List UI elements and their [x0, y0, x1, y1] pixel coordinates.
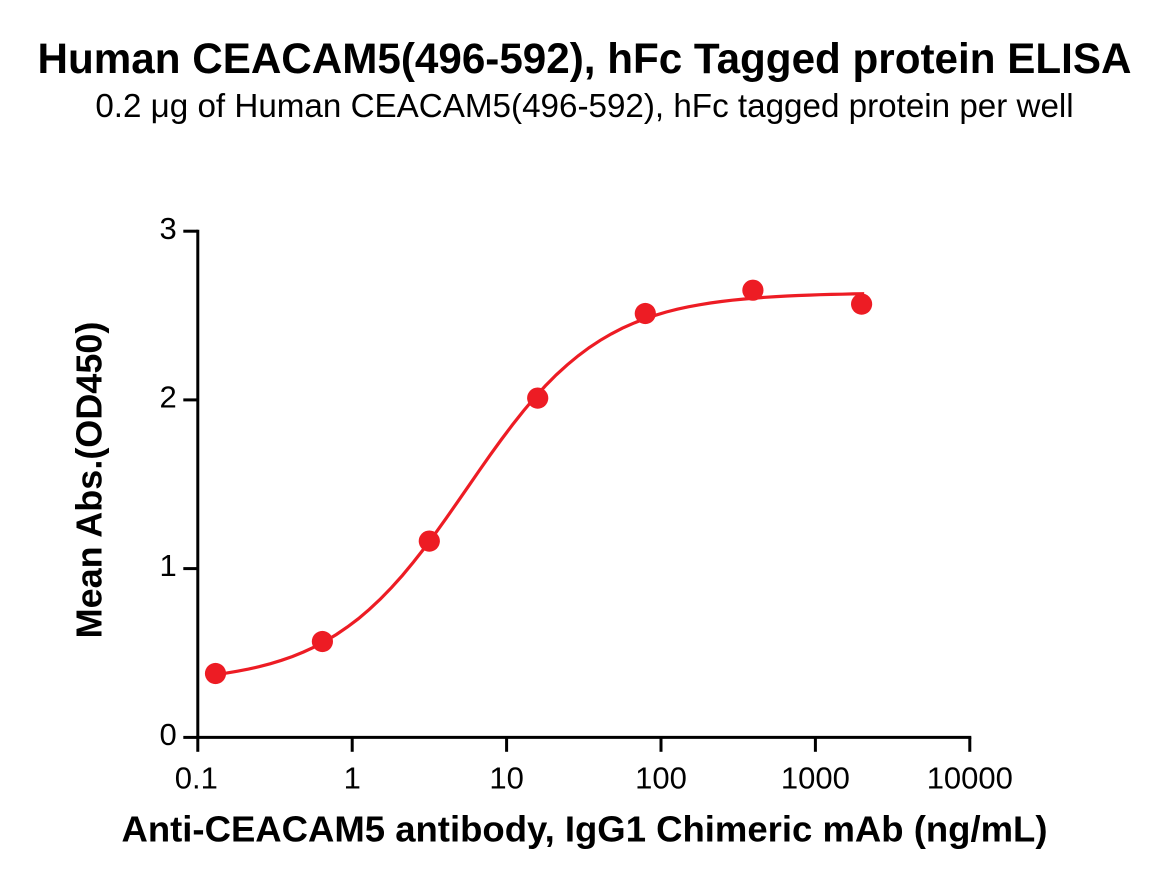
- svg-text:2: 2: [160, 380, 177, 415]
- svg-text:10: 10: [489, 761, 523, 796]
- svg-text:0.1: 0.1: [175, 761, 218, 796]
- svg-text:Human CEACAM5(496-592), hFc Ta: Human CEACAM5(496-592), hFc Tagged prote…: [38, 35, 1132, 82]
- svg-text:0.2 μg of Human CEACAM5(496-59: 0.2 μg of Human CEACAM5(496-592), hFc ta…: [95, 88, 1073, 125]
- svg-text:Anti-CEACAM5 antibody, IgG1 Ch: Anti-CEACAM5 antibody, IgG1 Chimeric mAb…: [121, 809, 1047, 850]
- svg-text:1: 1: [160, 548, 177, 583]
- svg-text:100: 100: [635, 761, 687, 796]
- svg-text:10000: 10000: [927, 761, 1013, 796]
- svg-text:3: 3: [160, 211, 177, 246]
- svg-text:0: 0: [160, 717, 177, 752]
- svg-text:1: 1: [344, 761, 361, 796]
- svg-text:1000: 1000: [781, 761, 850, 796]
- svg-text:Mean Abs.(OD450): Mean Abs.(OD450): [69, 322, 110, 639]
